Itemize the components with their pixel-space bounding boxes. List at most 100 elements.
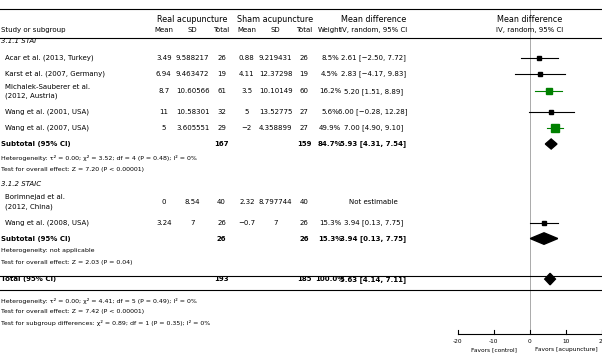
Text: 193: 193	[214, 276, 229, 282]
Text: Heterogeneity: τ² = 0.00; χ² = 4.41; df = 5 (P = 0.49); I² = 0%: Heterogeneity: τ² = 0.00; χ² = 4.41; df …	[1, 298, 196, 304]
Text: Test for overall effect: Z = 7.42 (P < 0.00001): Test for overall effect: Z = 7.42 (P < 0…	[1, 309, 144, 314]
Text: 0: 0	[528, 339, 532, 344]
Text: 26: 26	[217, 236, 226, 242]
Text: 29: 29	[217, 125, 226, 131]
Text: 19: 19	[217, 71, 226, 76]
Polygon shape	[545, 139, 557, 149]
Text: Wang et al. (2008, USA): Wang et al. (2008, USA)	[5, 219, 90, 226]
Text: 5: 5	[244, 109, 249, 115]
Text: 100.0%: 100.0%	[315, 276, 344, 282]
Text: 5: 5	[161, 125, 166, 131]
Text: 3.94 [0.13, 7.75]: 3.94 [0.13, 7.75]	[340, 235, 406, 242]
Text: Subtotal (95% CI): Subtotal (95% CI)	[1, 236, 70, 242]
Text: 3.49: 3.49	[156, 55, 172, 61]
Text: IV, random, 95% CI: IV, random, 95% CI	[496, 27, 563, 33]
Text: 5.6%: 5.6%	[321, 109, 339, 115]
Text: 10.58301: 10.58301	[176, 109, 209, 115]
Text: 15.3%: 15.3%	[319, 220, 341, 225]
Text: 8.54: 8.54	[185, 199, 200, 205]
Text: 10: 10	[562, 339, 569, 344]
Text: Mean: Mean	[237, 27, 256, 33]
Text: SD: SD	[188, 27, 197, 33]
Text: 3.605551: 3.605551	[176, 125, 209, 131]
Text: 4.11: 4.11	[239, 71, 255, 76]
Text: 26: 26	[217, 220, 226, 225]
Text: 12.37298: 12.37298	[259, 71, 293, 76]
Text: 61: 61	[217, 88, 226, 94]
Text: Mean difference: Mean difference	[497, 15, 562, 24]
Text: 0: 0	[161, 199, 166, 205]
Text: Not estimable: Not estimable	[349, 199, 397, 205]
Text: 3.5: 3.5	[241, 88, 252, 94]
Text: 20: 20	[598, 339, 602, 344]
Text: Subtotal (95% CI): Subtotal (95% CI)	[1, 141, 70, 147]
Text: 4.5%: 4.5%	[321, 71, 339, 76]
Text: Michalek-Sauberer et al.: Michalek-Sauberer et al.	[5, 84, 90, 90]
Text: 32: 32	[217, 109, 226, 115]
Text: 40: 40	[300, 199, 308, 205]
Text: Test for overall effect: Z = 7.20 (P < 0.00001): Test for overall effect: Z = 7.20 (P < 0…	[1, 167, 144, 172]
Text: Mean: Mean	[154, 27, 173, 33]
Text: IV, random, 95% CI: IV, random, 95% CI	[340, 27, 407, 33]
Text: Favors [control]: Favors [control]	[471, 347, 517, 352]
Text: 6.94: 6.94	[156, 71, 172, 76]
Text: 49.9%: 49.9%	[319, 125, 341, 131]
Text: Mean difference: Mean difference	[341, 15, 406, 24]
Text: 15.3%: 15.3%	[318, 236, 342, 242]
Text: 3.24: 3.24	[156, 220, 172, 225]
Text: Acar et al. (2013, Turkey): Acar et al. (2013, Turkey)	[5, 55, 94, 61]
Text: 9.463472: 9.463472	[176, 71, 209, 76]
Text: 0.88: 0.88	[239, 55, 255, 61]
Text: 26: 26	[300, 55, 308, 61]
Text: Heterogeneity: τ² = 0.00; χ² = 3.52; df = 4 (P = 0.48); I² = 0%: Heterogeneity: τ² = 0.00; χ² = 3.52; df …	[1, 154, 196, 160]
Text: 16.2%: 16.2%	[319, 88, 341, 94]
Text: 84.7%: 84.7%	[318, 141, 342, 147]
Text: 8.7: 8.7	[158, 88, 169, 94]
Text: Study or subgroup: Study or subgroup	[1, 27, 65, 33]
Text: 19: 19	[300, 71, 308, 76]
Text: (2012, Austria): (2012, Austria)	[5, 93, 58, 99]
Text: SD: SD	[271, 27, 281, 33]
Text: 26: 26	[217, 55, 226, 61]
Text: 167: 167	[214, 141, 229, 147]
Text: Wang et al. (2007, USA): Wang et al. (2007, USA)	[5, 125, 90, 131]
Text: 5.63 [4.14, 7.11]: 5.63 [4.14, 7.11]	[340, 276, 406, 283]
Text: (2012, China): (2012, China)	[5, 203, 53, 210]
Text: Test for overall effect: Z = 2.03 (P = 0.04): Test for overall effect: Z = 2.03 (P = 0…	[1, 260, 132, 265]
Text: 7.00 [4.90, 9.10]: 7.00 [4.90, 9.10]	[344, 125, 403, 131]
Polygon shape	[545, 273, 556, 285]
Text: 8.5%: 8.5%	[321, 55, 339, 61]
Text: Karst et al. (2007, Germany): Karst et al. (2007, Germany)	[5, 70, 105, 77]
Text: 9.219431: 9.219431	[259, 55, 293, 61]
Text: -20: -20	[453, 339, 462, 344]
Text: Total: Total	[214, 27, 229, 33]
Text: 60: 60	[300, 88, 308, 94]
Text: 5.20 [1.51, 8.89]: 5.20 [1.51, 8.89]	[344, 88, 403, 95]
Text: 7: 7	[190, 220, 195, 225]
Text: 7: 7	[273, 220, 278, 225]
Text: 9.588217: 9.588217	[176, 55, 209, 61]
Text: 27: 27	[300, 125, 308, 131]
Text: Favors [acupuncture]: Favors [acupuncture]	[535, 347, 597, 352]
Text: Real acupuncture: Real acupuncture	[158, 15, 228, 24]
Text: 3.1.2 STAIC: 3.1.2 STAIC	[1, 181, 41, 187]
Text: Heterogeneity: not applicable: Heterogeneity: not applicable	[1, 248, 94, 253]
Text: Borimnejad et al.: Borimnejad et al.	[5, 194, 66, 200]
Text: 2.61 [−2.50, 7.72]: 2.61 [−2.50, 7.72]	[341, 54, 406, 61]
Text: 2.83 [−4.17, 9.83]: 2.83 [−4.17, 9.83]	[341, 70, 406, 77]
Text: 5.93 [4.31, 7.54]: 5.93 [4.31, 7.54]	[340, 140, 406, 148]
Text: 4.358899: 4.358899	[259, 125, 293, 131]
Text: 13.52775: 13.52775	[259, 109, 293, 115]
Text: 10.60566: 10.60566	[176, 88, 209, 94]
Text: −0.7: −0.7	[238, 220, 255, 225]
Text: Test for subgroup differences: χ² = 0.89; df = 1 (P = 0.35); I² = 0%: Test for subgroup differences: χ² = 0.89…	[1, 320, 210, 326]
Text: 3.94 [0.13, 7.75]: 3.94 [0.13, 7.75]	[344, 219, 403, 226]
Text: -10: -10	[489, 339, 498, 344]
Polygon shape	[530, 233, 558, 244]
Text: 40: 40	[217, 199, 226, 205]
Text: 26: 26	[299, 236, 309, 242]
Text: 2.32: 2.32	[239, 199, 255, 205]
Text: Wang et al. (2001, USA): Wang et al. (2001, USA)	[5, 109, 90, 115]
Text: 10.10149: 10.10149	[259, 88, 293, 94]
Text: 8.797744: 8.797744	[259, 199, 293, 205]
